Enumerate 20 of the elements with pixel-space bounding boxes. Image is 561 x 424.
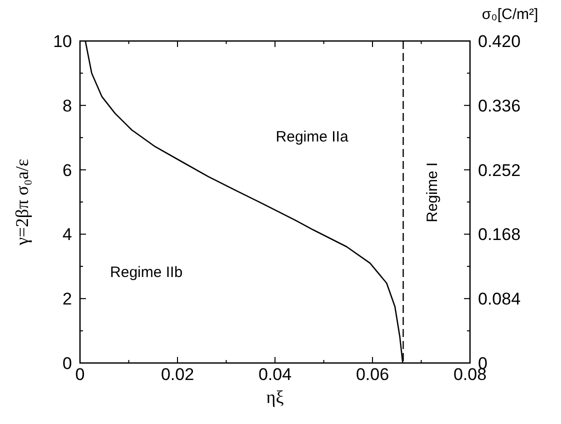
x-axis-title: ηξ <box>266 387 284 407</box>
annotation: Regime IIa <box>276 128 349 146</box>
x-tick-label: 0.02 <box>160 365 194 384</box>
y2-tick-label: 0.252 <box>478 160 521 180</box>
y2-axis-title: σ₀[C/m²] <box>482 6 538 23</box>
y-tick-label: 2 <box>62 290 72 309</box>
annotation: Regime I <box>424 162 441 222</box>
y2-tick-label: 0.168 <box>478 225 521 244</box>
x-tick-label: 0 <box>75 365 85 384</box>
y-tick-label: 6 <box>62 160 72 180</box>
y-tick-label: 10 <box>53 32 72 51</box>
y2-tick-label: 0.336 <box>478 96 521 116</box>
x-tick-label: 0.06 <box>356 365 390 384</box>
y-tick-label: 4 <box>62 225 72 244</box>
y-axis-title: γ=2βπ σ₀a/ε <box>12 158 32 246</box>
annotation: Regime IIb <box>110 264 183 281</box>
x-tick-label: 0.04 <box>258 365 292 384</box>
y-tick-label: 8 <box>62 96 72 116</box>
y2-tick-label: 0.084 <box>478 290 521 309</box>
y2-tick-label: 0.420 <box>478 32 521 51</box>
